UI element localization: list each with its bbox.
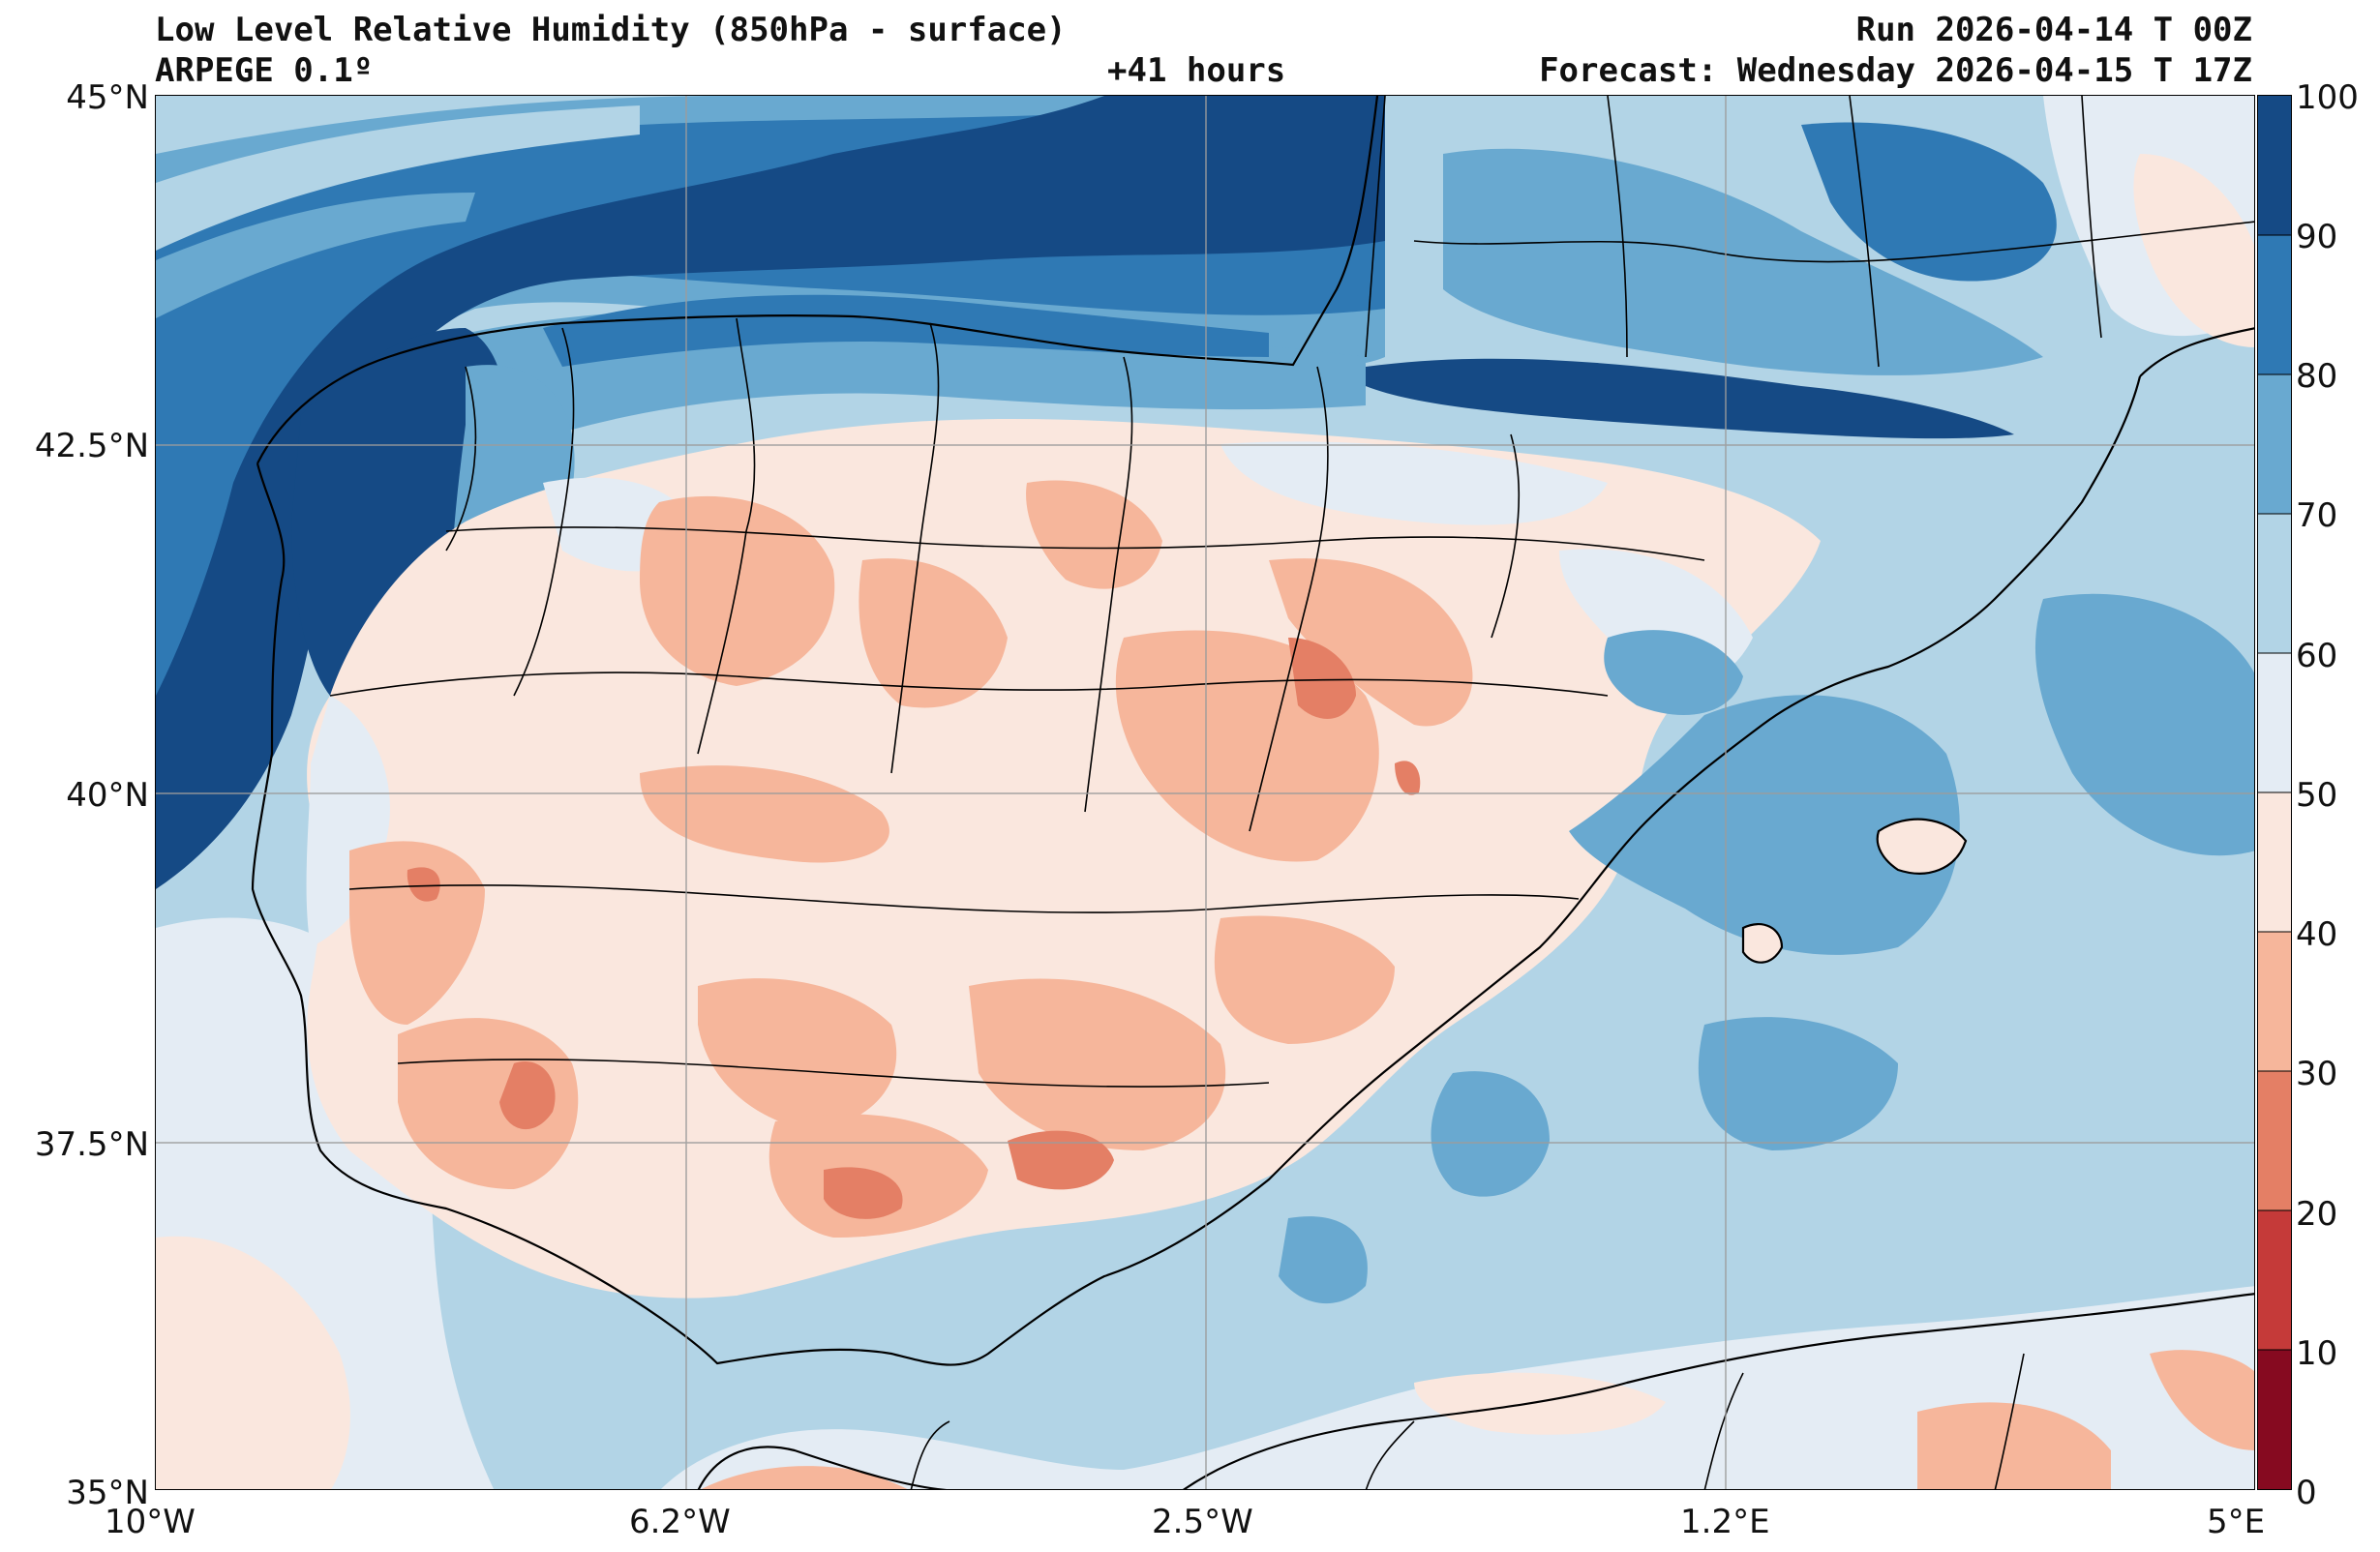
forecast-time: Forecast: Wednesday 2026-04-15 T 17Z: [1539, 51, 2252, 90]
balearic-islands: [1877, 819, 1966, 874]
lat-label-35: 35°N: [66, 1474, 149, 1512]
colorbar-swatch-0: [2258, 1350, 2291, 1490]
colorbar-swatch-80: [2258, 235, 2291, 375]
lat-label-42-5: 42.5°N: [34, 427, 149, 465]
colorbar-swatch-70: [2258, 374, 2291, 515]
run-time: Run 2026-04-14 T 00Z: [1855, 11, 2252, 49]
colorbar-label-100: 100: [2296, 78, 2359, 117]
lon-label-6-2w: 6.2°W: [629, 1503, 731, 1541]
rh-zone-70-80-med: [1569, 695, 1960, 955]
colorbar-label-90: 90: [2296, 218, 2338, 256]
colorbar-label-80: 80: [2296, 357, 2338, 396]
colorbar-label-60: 60: [2296, 637, 2338, 675]
province-borders: [329, 96, 2254, 1489]
pyrenees-humid-band: [1366, 358, 2014, 439]
colorbar-label-50: 50: [2296, 776, 2338, 815]
lat-label-40: 40°N: [66, 776, 149, 815]
map-canvas: [156, 96, 2254, 1489]
lon-label-1-2e: 1.2°E: [1680, 1503, 1770, 1541]
gridlines: [156, 96, 2254, 1489]
colorbar-label-10: 10: [2296, 1334, 2338, 1373]
map-title: Low Level Relative Humidity (850hPa - su…: [155, 11, 1067, 49]
colorbar-label-0: 0: [2296, 1474, 2317, 1512]
colorbar-swatch-40: [2258, 792, 2291, 933]
rh-zone-40-50: [156, 1236, 350, 1489]
rh-zone-30-40: [640, 495, 835, 686]
colorbar-swatch-20: [2258, 1071, 2291, 1211]
coastline: [251, 96, 2254, 1489]
lat-label-37-5: 37.5°N: [34, 1125, 149, 1164]
colorbar-swatches: [2258, 96, 2291, 1490]
colorbar-swatch-60: [2258, 514, 2291, 654]
model-name: ARPEGE 0.1º: [155, 51, 374, 90]
colorbar: [2257, 95, 2292, 1490]
rh-zone-60-70: [156, 105, 640, 251]
colorbar-swatch-50: [2258, 653, 2291, 793]
colorbar-label-20: 20: [2296, 1195, 2338, 1234]
lon-label-2-5w: 2.5°W: [1152, 1503, 1253, 1541]
colorbar-label-30: 30: [2296, 1055, 2338, 1093]
lead-time: +41 hours: [1107, 51, 1286, 90]
colorbar-swatch-10: [2258, 1210, 2291, 1351]
humidity-map: [155, 95, 2255, 1490]
rh-zone-20-30: [1288, 638, 1356, 719]
colorbar-swatch-30: [2258, 932, 2291, 1072]
lon-label-10w: 10°W: [105, 1503, 196, 1541]
lon-label-5e: 5°E: [2207, 1503, 2266, 1541]
colorbar-swatch-90: [2258, 96, 2291, 236]
lat-label-45: 45°N: [66, 78, 149, 117]
colorbar-label-70: 70: [2296, 496, 2338, 535]
rh-zone-90-100: [156, 96, 1385, 889]
colorbar-label-40: 40: [2296, 915, 2338, 954]
